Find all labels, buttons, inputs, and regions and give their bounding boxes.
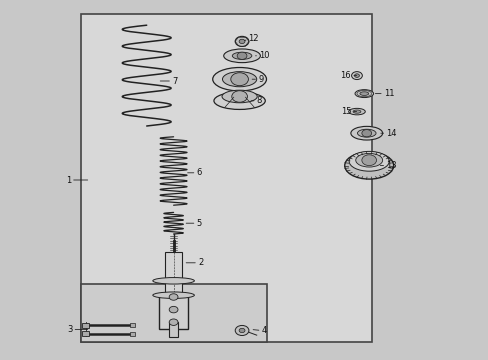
Bar xyxy=(165,252,182,313)
Text: 5: 5 xyxy=(196,219,202,228)
Bar xyxy=(82,323,89,328)
Ellipse shape xyxy=(222,72,256,87)
Ellipse shape xyxy=(152,278,194,284)
Text: 13: 13 xyxy=(386,161,396,170)
Bar xyxy=(129,323,135,327)
Text: 12: 12 xyxy=(248,35,258,44)
Bar xyxy=(159,295,188,329)
Ellipse shape xyxy=(348,108,365,115)
Text: 9: 9 xyxy=(258,75,263,84)
Circle shape xyxy=(361,155,376,166)
Bar xyxy=(129,332,135,336)
Circle shape xyxy=(239,39,244,44)
Text: 8: 8 xyxy=(256,96,262,105)
Bar xyxy=(81,284,266,342)
Circle shape xyxy=(361,130,371,137)
Text: 16: 16 xyxy=(340,71,350,80)
Ellipse shape xyxy=(344,152,393,179)
Text: 6: 6 xyxy=(196,168,202,177)
Circle shape xyxy=(351,72,362,80)
Circle shape xyxy=(235,325,248,336)
Text: 10: 10 xyxy=(259,51,269,60)
Text: 4: 4 xyxy=(261,326,266,335)
Ellipse shape xyxy=(359,92,368,95)
Ellipse shape xyxy=(354,90,373,98)
Circle shape xyxy=(235,36,248,46)
Bar xyxy=(168,322,178,337)
Ellipse shape xyxy=(222,90,257,103)
Text: 2: 2 xyxy=(198,258,203,267)
Ellipse shape xyxy=(212,68,266,91)
Bar xyxy=(82,331,89,336)
Circle shape xyxy=(169,294,178,300)
Ellipse shape xyxy=(352,110,360,113)
Ellipse shape xyxy=(214,92,264,109)
Circle shape xyxy=(237,52,246,59)
Circle shape xyxy=(230,73,248,86)
Circle shape xyxy=(239,328,244,333)
Ellipse shape xyxy=(350,126,382,140)
Circle shape xyxy=(354,74,359,77)
Ellipse shape xyxy=(152,292,194,298)
Ellipse shape xyxy=(355,153,382,167)
Ellipse shape xyxy=(348,151,388,171)
Circle shape xyxy=(231,91,247,102)
Text: 1: 1 xyxy=(65,176,71,185)
Circle shape xyxy=(169,306,178,313)
Ellipse shape xyxy=(357,129,375,137)
Text: 3: 3 xyxy=(67,325,72,334)
Bar xyxy=(81,14,371,342)
Text: 11: 11 xyxy=(383,89,393,98)
Ellipse shape xyxy=(232,52,251,59)
Text: 14: 14 xyxy=(386,129,396,138)
Circle shape xyxy=(169,319,178,325)
Text: 7: 7 xyxy=(172,77,177,86)
Text: 15: 15 xyxy=(340,107,350,116)
Ellipse shape xyxy=(223,49,260,63)
